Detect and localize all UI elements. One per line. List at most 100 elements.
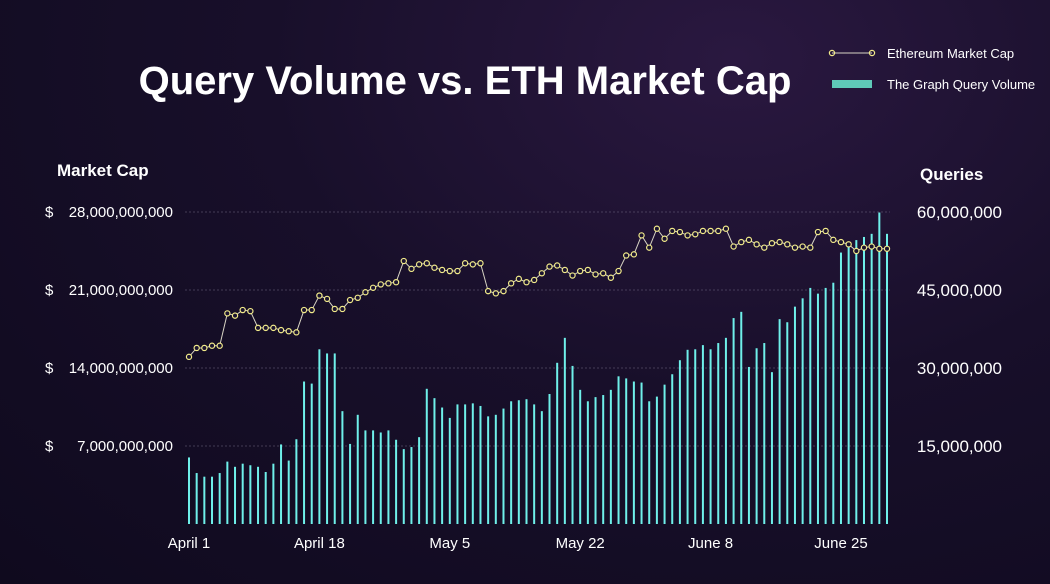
market-cap-point [231, 312, 239, 319]
market-cap-point [569, 272, 576, 279]
query-volume-bar [226, 461, 229, 524]
market-cap-point [630, 251, 638, 258]
x-tick-label: June 8 [688, 535, 733, 552]
market-cap-point [615, 267, 622, 275]
market-cap-point [715, 227, 722, 235]
market-cap-point [837, 238, 845, 246]
market-cap-point [868, 243, 875, 250]
query-volume-bar [609, 389, 612, 524]
query-volume-bar [701, 345, 704, 524]
market-cap-point [546, 263, 553, 270]
market-cap-point [768, 239, 776, 247]
market-cap-point [576, 267, 584, 275]
market-cap-point [247, 307, 254, 315]
market-cap-point [784, 241, 791, 248]
legend-item-query-volume[interactable]: The Graph Query Volume [832, 77, 1035, 92]
market-cap-point [484, 287, 492, 295]
market-cap-point [346, 296, 354, 304]
query-volume-bar [709, 349, 712, 524]
right-tick-label: 15,000,000 [917, 437, 1002, 456]
market-cap-point [822, 227, 829, 235]
market-cap-point [523, 279, 530, 286]
right-tick-label: 30,000,000 [917, 359, 1002, 378]
market-cap-point [853, 247, 860, 255]
left-tick-label: 7,000,000,000 [77, 438, 173, 455]
legend-item-market-cap[interactable]: Ethereum Market Cap [828, 46, 1014, 61]
query-volume-bar [870, 233, 873, 524]
query-volume-bar [648, 401, 651, 524]
market-cap-point [216, 342, 223, 349]
query-volume-bar [280, 444, 283, 524]
market-cap-point [254, 324, 262, 332]
query-volume-bar [678, 360, 681, 524]
query-volume-bar [686, 349, 689, 524]
market-cap-point [415, 261, 423, 268]
legend-bar-swatch [832, 80, 872, 88]
query-volume-bar [195, 473, 198, 524]
market-cap-point [845, 241, 852, 248]
market-cap-point [722, 225, 730, 232]
query-volume-bar [717, 343, 720, 524]
legend-line-marker-left [828, 49, 836, 57]
left-tick-label: 28,000,000,000 [69, 204, 173, 221]
gridlines [185, 211, 890, 447]
market-cap-point [753, 241, 760, 248]
query-volume-bar [663, 384, 666, 524]
right-axis-title: Queries [920, 165, 983, 184]
market-cap-point [239, 306, 246, 314]
market-cap-point [515, 275, 523, 283]
market-cap-point [807, 244, 814, 251]
query-volume-bar [602, 395, 605, 524]
query-volume-bar [356, 414, 359, 524]
query-volume-bar [540, 411, 543, 524]
market-cap-point [776, 238, 783, 246]
query-volume-bar [326, 353, 329, 524]
market-cap-point [684, 232, 691, 239]
query-volume-bar [264, 472, 267, 524]
query-volume-bar [425, 388, 428, 524]
right-axis-ticks: 60,000,000 45,000,000 30,000,000 15,000,000 [917, 203, 1002, 456]
market-cap-point [599, 270, 607, 277]
query-volume-bar [218, 473, 221, 524]
query-volume-bar [456, 404, 459, 524]
query-volume-bar [770, 372, 773, 524]
query-volume-bar [786, 322, 789, 524]
market-cap-point [592, 271, 599, 278]
market-cap-point [185, 353, 193, 361]
query-volume-bar [862, 236, 865, 524]
market-cap-point [208, 342, 216, 349]
legend-label-query-volume: The Graph Query Volume [887, 77, 1035, 92]
query-volume-bar [579, 389, 582, 524]
left-tick-currency: $ [45, 438, 54, 455]
query-volume-bar [533, 404, 536, 524]
x-tick-label: May 5 [429, 535, 470, 552]
market-cap-point [201, 344, 208, 352]
market-cap-point [469, 261, 477, 268]
query-volume-bar [625, 378, 628, 524]
query-volume-bar [387, 430, 390, 524]
query-volume-bar [502, 408, 505, 524]
market-cap-point [331, 305, 338, 313]
market-cap-point [377, 281, 384, 288]
query-volume-bar [379, 432, 382, 524]
query-volume-bar [640, 382, 643, 524]
market-cap-point [477, 260, 484, 267]
right-tick-label: 60,000,000 [917, 203, 1002, 222]
query-volume-bar [847, 243, 850, 524]
query-volume-bar [479, 405, 482, 524]
market-cap-point [362, 289, 369, 296]
query-volume-bar [586, 401, 589, 524]
query-volume-bar [886, 233, 888, 524]
query-volume-bar [402, 449, 405, 524]
market-cap-point [423, 260, 430, 267]
query-volume-bar [464, 404, 467, 524]
market-cap-point [461, 260, 469, 267]
market-cap-point [408, 265, 415, 273]
query-volume-bar [617, 376, 620, 524]
legend-label-market-cap: Ethereum Market Cap [887, 46, 1014, 61]
query-volume-bar [556, 362, 559, 524]
query-volume-bar [441, 407, 444, 524]
market-cap-point [883, 245, 891, 252]
query-volume-bar [809, 287, 812, 524]
market-cap-point [761, 244, 768, 251]
